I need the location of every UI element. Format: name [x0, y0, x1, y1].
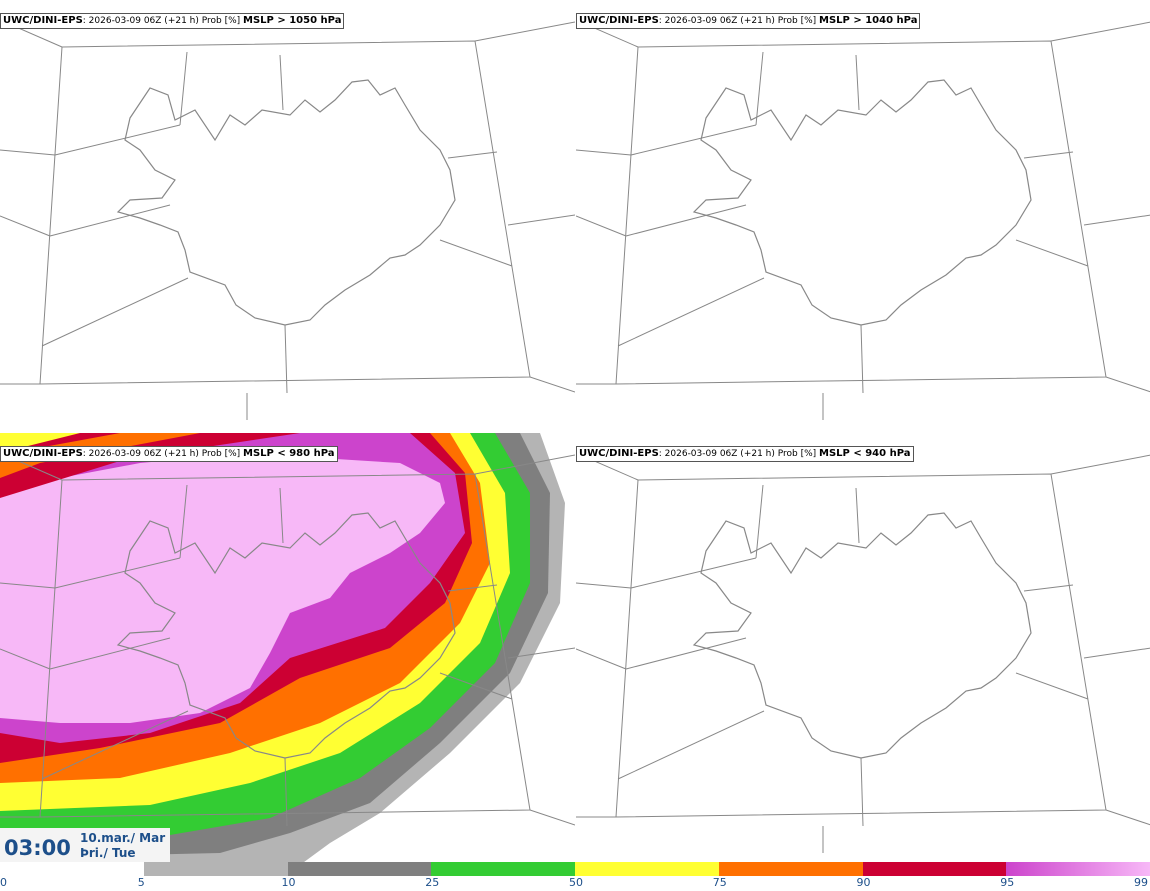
valid-time-clock: 03:00: [4, 836, 71, 860]
panel-title: UWC/DINI-EPS: 2026-03-09 06Z (+21 h) Pro…: [576, 446, 914, 462]
field-name: MSLP < 940 hPa: [819, 448, 911, 459]
colorbar-tick-label: 95: [1000, 876, 1015, 889]
colorbar-segment: [1006, 862, 1150, 876]
colorbar-tick-label: 99: [1134, 876, 1148, 889]
model-source: UWC/DINI-EPS: [3, 448, 83, 459]
map-canvas: [576, 452, 1150, 853]
field-name: MSLP < 980 hPa: [243, 448, 335, 459]
probability-shading: [0, 433, 565, 865]
colorbar-tick-label: 0: [0, 876, 7, 889]
colorbar-tick-label: 50: [569, 876, 583, 889]
valid-date-line: 10.mar./ Mar: [80, 831, 166, 845]
colorbar-segment: [287, 862, 432, 876]
map-canvas: [0, 433, 575, 865]
valid-weekday-line: Þri./ Tue: [80, 846, 136, 860]
map-panel-mslp-gt-1050: UWC/DINI-EPS: 2026-03-09 06Z (+21 h) Pro…: [0, 0, 575, 432]
colorbar-segment: [718, 862, 863, 876]
colorbar-segment: [0, 862, 144, 876]
map-canvas: [576, 19, 1150, 420]
run-info: : 2026-03-09 06Z (+21 h) Prob [%]: [658, 16, 820, 26]
model-source: UWC/DINI-EPS: [579, 448, 659, 459]
model-source: UWC/DINI-EPS: [579, 15, 659, 26]
valid-time-box: 03:00 10.mar./ Mar Þri./ Tue: [0, 828, 170, 862]
colorbar-tick-label: 10: [281, 876, 296, 889]
probability-colorbar: [0, 862, 1150, 876]
colorbar-segment: [575, 862, 719, 876]
model-source: UWC/DINI-EPS: [3, 15, 83, 26]
panel-title: UWC/DINI-EPS: 2026-03-09 06Z (+21 h) Pro…: [0, 446, 338, 462]
colorbar-tick-label: 90: [856, 876, 871, 889]
run-info: : 2026-03-09 06Z (+21 h) Prob [%]: [658, 449, 820, 459]
colorbar-tick-label: 25: [425, 876, 440, 889]
run-info: : 2026-03-09 06Z (+21 h) Prob [%]: [82, 449, 244, 459]
colorbar-tick-label: 75: [712, 876, 727, 889]
run-info: : 2026-03-09 06Z (+21 h) Prob [%]: [82, 16, 244, 26]
colorbar-segment: [862, 862, 1007, 876]
panel-title: UWC/DINI-EPS: 2026-03-09 06Z (+21 h) Pro…: [576, 13, 921, 29]
map-panel-mslp-gt-1040: UWC/DINI-EPS: 2026-03-09 06Z (+21 h) Pro…: [576, 0, 1150, 432]
colorbar-tick-label: 5: [137, 876, 145, 889]
panel-title: UWC/DINI-EPS: 2026-03-09 06Z (+21 h) Pro…: [0, 13, 345, 29]
map-panel-mslp-lt-980: UWC/DINI-EPS: 2026-03-09 06Z (+21 h) Pro…: [0, 433, 575, 865]
map-canvas: [0, 19, 575, 420]
valid-time-date: 10.mar./ Mar Þri./ Tue: [80, 831, 165, 861]
field-name: MSLP > 1050 hPa: [243, 15, 342, 26]
map-panel-mslp-lt-940: UWC/DINI-EPS: 2026-03-09 06Z (+21 h) Pro…: [576, 433, 1150, 865]
field-name: MSLP > 1040 hPa: [819, 15, 918, 26]
colorbar-segment: [143, 862, 288, 876]
colorbar-segment: [431, 862, 575, 876]
